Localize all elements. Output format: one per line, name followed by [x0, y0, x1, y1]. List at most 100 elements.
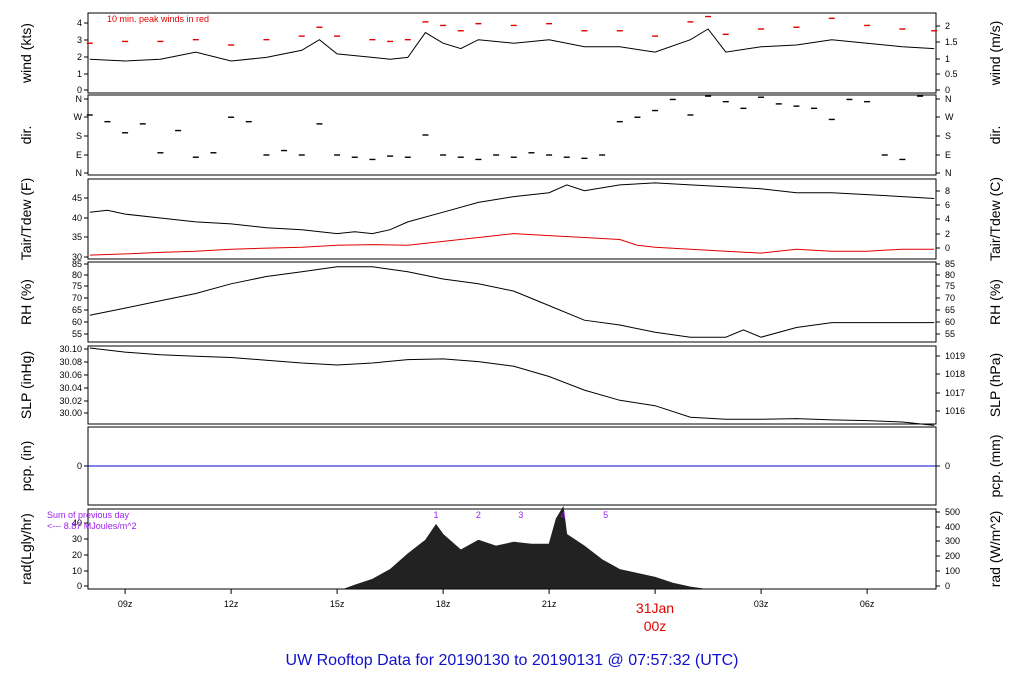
rad-series-group: 1 2 3 4 5: [88, 505, 936, 590]
dir-ylabel-left: dir.: [18, 126, 34, 145]
ytick-label-left: N: [76, 168, 83, 178]
dir-ylabel-right: dir.: [987, 126, 1003, 145]
ytick-label-left: 30.08: [59, 357, 82, 367]
rad-sum-value: <--- 8.87 MJoules/m^2: [47, 521, 137, 531]
ytick-label-right: 70: [945, 293, 955, 303]
ytick-label-right: 0: [945, 461, 950, 471]
xtick-label: 12z: [224, 599, 239, 609]
wind-ylabel-left: wind (kts): [18, 23, 34, 84]
rad-sum-note: Sum of previous day: [47, 510, 130, 520]
ytick-label-right: S: [945, 131, 951, 141]
ytick-label-right: 8: [945, 186, 950, 196]
dir-series-group: [86, 95, 924, 161]
ytick-label-left: 30.02: [59, 396, 82, 406]
ytick-label-right: 85: [945, 259, 955, 269]
ytick-label-right: 2: [945, 229, 950, 239]
slp-ylabel-right: SLP (hPa): [987, 353, 1003, 417]
ytick-label-right: 0: [945, 85, 950, 95]
ytick-label-right: 4: [945, 214, 950, 224]
ytick-label-right: 300: [945, 536, 960, 546]
wind-series-group: [86, 15, 938, 62]
ytick-label-right: 500: [945, 507, 960, 517]
ytick-label-left: 0: [77, 581, 82, 591]
wind-ylabel-right: wind (m/s): [987, 21, 1003, 87]
wind-mean-line: [89, 28, 935, 62]
ytick-label-left: 3: [77, 35, 82, 45]
ytick-label-right: 1: [945, 54, 950, 64]
xtick-label: 21z: [542, 599, 557, 609]
ytick-label-right: 60: [945, 317, 955, 327]
temp-ylabel-left: Tair/Tdew (F): [18, 178, 34, 260]
slp-slp-line: [89, 347, 935, 426]
rh-frame: [87, 261, 937, 343]
ytick-label-right: 65: [945, 305, 955, 315]
ytick-label-right: 2: [945, 21, 950, 31]
ytick-label-right: 6: [945, 200, 950, 210]
ytick-label-right: 0: [945, 243, 950, 253]
ytick-label-left: 40: [72, 518, 82, 528]
ytick-label-left: 1: [77, 69, 82, 79]
ytick-label-left: 60: [72, 317, 82, 327]
ytick-label-left: 70: [72, 293, 82, 303]
xtick-label: 03z: [754, 599, 769, 609]
xtick-label: 18z: [436, 599, 451, 609]
slp-series-group: [89, 347, 935, 426]
ytick-label-left: 75: [72, 281, 82, 291]
ytick-label-left: 55: [72, 329, 82, 339]
pcp-ylabel-right: pcp. (mm): [987, 435, 1003, 498]
ytick-label-right: 1016: [945, 406, 965, 416]
xtick-label: 09z: [118, 599, 133, 609]
rh-rh-line: [89, 266, 935, 338]
ytick-label-right: 1018: [945, 369, 965, 379]
xtick-label: 06z: [860, 599, 875, 609]
ytick-label-left: E: [76, 150, 82, 160]
ytick-label-right: 1019: [945, 351, 965, 361]
dir-frame: [87, 94, 937, 176]
xtick-label: 15z: [330, 599, 345, 609]
ytick-label-right: W: [945, 112, 954, 122]
ytick-label-left: S: [76, 131, 82, 141]
rad-marker-label: 3: [518, 510, 523, 520]
ytick-label-left: 30.00: [59, 408, 82, 418]
slp-panel: SLP (inHg) SLP (hPa) 30.00 30.02 30.04 30.06 3…: [18, 344, 1003, 425]
figure-title: UW Rooftop Data for 20190130 to 20190131…: [286, 652, 739, 669]
x-axis: 09z 12z 15z 18z 21z 03z 06z: [118, 589, 875, 609]
ytick-label-left: 30: [72, 534, 82, 544]
ytick-label-left: 65: [72, 305, 82, 315]
wind-peak-note: 10 min. peak winds in red: [107, 14, 209, 24]
wind-frame: [87, 12, 937, 94]
ytick-label-left: 0: [77, 85, 82, 95]
temp-frame: [87, 178, 937, 260]
ytick-label-left: 40: [72, 213, 82, 223]
ytick-label-left: 2: [77, 52, 82, 62]
pcp-ylabel-left: pcp. (in): [18, 441, 34, 492]
rad-marker-label: 4: [561, 510, 566, 520]
temp-tair-line: [89, 182, 935, 235]
ytick-label-left: N: [76, 94, 83, 104]
temp-tdew-line: [89, 233, 935, 256]
rh-ylabel-right: RH (%): [987, 279, 1003, 325]
ytick-label-left: 35: [72, 232, 82, 242]
ytick-label-right: 100: [945, 566, 960, 576]
temp-ylabel-right: Tair/Tdew (C): [987, 177, 1003, 261]
ytick-label-left: 30.06: [59, 370, 82, 380]
date-label-hour: 00z: [644, 618, 667, 634]
ytick-label-left: 20: [72, 550, 82, 560]
ytick-label-left: W: [74, 112, 83, 122]
temp-series-group: [89, 182, 935, 256]
ytick-label-right: 80: [945, 270, 955, 280]
ytick-label-right: 200: [945, 551, 960, 561]
ytick-label-left: 45: [72, 193, 82, 203]
ytick-label-right: E: [945, 150, 951, 160]
ytick-label-left: 10: [72, 566, 82, 576]
ytick-label-right: 400: [945, 522, 960, 532]
ytick-label-left: 85: [72, 259, 82, 269]
slp-frame: [87, 345, 937, 425]
wind-panel: wind (kts) wind (m/s) 0 1 2 3 4 0 0.5 1 1.5 2: [18, 12, 1003, 95]
rad-marker-label: 1: [434, 510, 439, 520]
temp-panel: Tair/Tdew (F) Tair/Tdew (C) 30 35 40 45 0 2 4 6 8: [18, 177, 1003, 262]
rad-marker-label: 5: [603, 510, 608, 520]
ytick-label-right: 1017: [945, 388, 965, 398]
